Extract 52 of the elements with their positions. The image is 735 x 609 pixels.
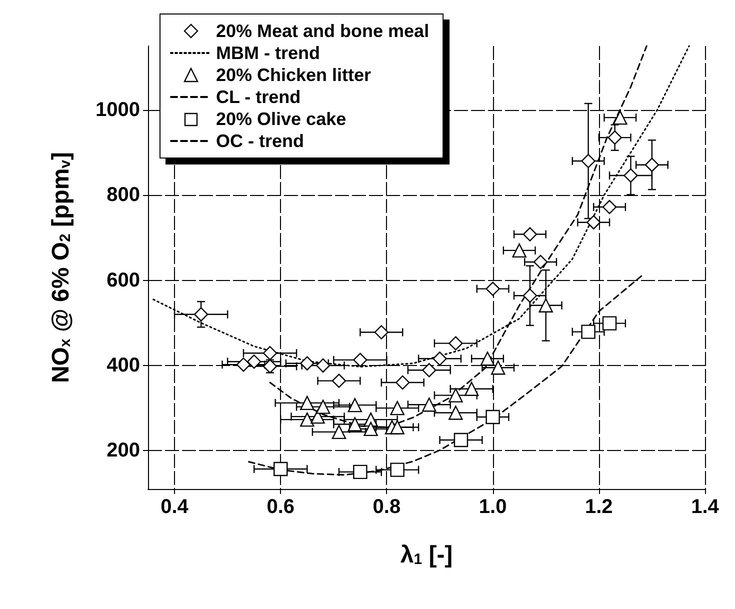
point xyxy=(448,406,463,420)
point xyxy=(432,352,447,366)
legend-label: CL - trend xyxy=(216,87,301,107)
point xyxy=(522,227,538,242)
x-axis-title: λ1 [-] xyxy=(400,542,453,568)
point xyxy=(522,288,538,303)
y-tick-label: 400 xyxy=(106,354,140,376)
point xyxy=(486,282,500,296)
legend-label: 20% Meat and bone meal xyxy=(216,21,430,41)
y-tick-label: 200 xyxy=(106,440,140,462)
point xyxy=(396,375,410,390)
x-tick-label: 0.8 xyxy=(372,496,401,518)
point xyxy=(390,420,404,434)
point xyxy=(486,410,500,424)
point xyxy=(581,324,596,339)
x-tick-label: 1.2 xyxy=(585,496,613,518)
point xyxy=(454,432,468,448)
point xyxy=(390,462,404,477)
point xyxy=(624,168,638,183)
point xyxy=(300,356,314,370)
point xyxy=(274,462,288,476)
point xyxy=(374,325,389,340)
point xyxy=(194,307,208,322)
point xyxy=(586,215,601,230)
point xyxy=(353,464,368,480)
y-axis-title: NOx @ 6% O2 [ppmv] xyxy=(48,152,74,384)
point xyxy=(300,396,314,410)
point xyxy=(448,336,463,350)
x-tick-label: 0.6 xyxy=(266,496,295,518)
point xyxy=(608,130,622,145)
point xyxy=(644,158,660,172)
point xyxy=(316,358,330,373)
point xyxy=(602,200,617,214)
legend-label: 20% Chicken litter xyxy=(216,65,372,85)
y-tick-label: 600 xyxy=(106,269,140,292)
y-tick-label: 800 xyxy=(106,184,140,206)
point xyxy=(581,154,596,168)
legend-label: MBM - trend xyxy=(216,43,320,63)
point xyxy=(262,359,278,374)
point xyxy=(448,388,463,402)
x-tick-label: 1.0 xyxy=(478,496,507,518)
x-tick-label: 1.4 xyxy=(691,496,720,518)
point xyxy=(538,298,553,313)
point xyxy=(533,254,548,270)
point xyxy=(236,358,251,372)
legend-label: OC - trend xyxy=(216,131,304,151)
point xyxy=(348,417,362,432)
y-tick-label: 1000 xyxy=(96,98,140,121)
legend-label: 20% Olive cake xyxy=(216,109,346,129)
x-tick-label: 0.4 xyxy=(160,496,190,518)
point xyxy=(602,316,617,330)
point xyxy=(422,398,436,412)
